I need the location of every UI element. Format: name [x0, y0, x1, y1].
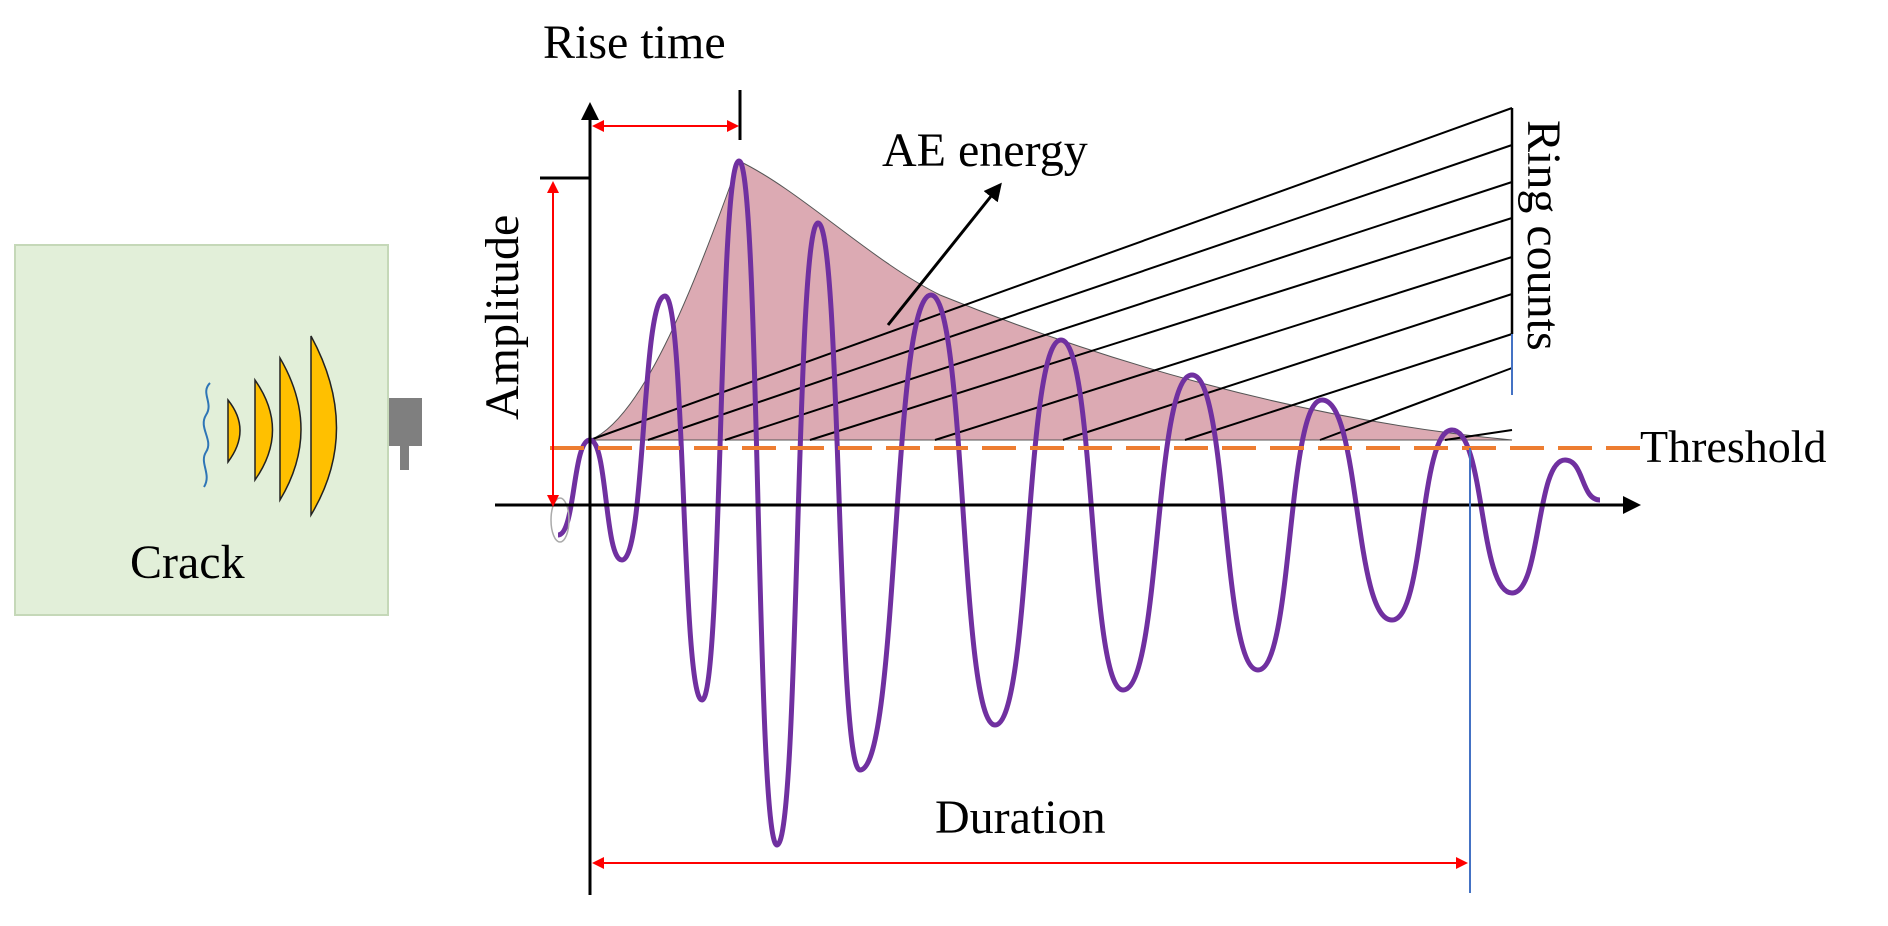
- origin-artifact: [550, 497, 570, 543]
- ring-counts-label: Ring counts: [1517, 120, 1570, 351]
- ae-waveform: [556, 158, 1601, 848]
- wavefront-1: [227, 397, 241, 465]
- ring-count-line: [1319, 367, 1513, 441]
- ring-count-line: [1184, 333, 1513, 441]
- ring-count-line: [1444, 429, 1513, 441]
- ring-count-line: [647, 144, 1513, 441]
- ae-energy-label: AE energy: [882, 124, 1088, 177]
- amplitude-label: Amplitude: [476, 215, 529, 420]
- ring-count-line: [589, 107, 1513, 441]
- wavefront-3: [279, 355, 302, 503]
- duration-label: Duration: [935, 791, 1106, 844]
- ring-count-line: [934, 256, 1513, 441]
- ae-energy-arrow: [886, 182, 1002, 326]
- ring-count-line: [724, 181, 1513, 441]
- specimen-block: Crack: [14, 244, 422, 616]
- ring-count-line: [809, 217, 1513, 441]
- crack-label: Crack: [130, 536, 245, 589]
- crack-line: [202, 382, 211, 488]
- sensor-icon: [389, 398, 422, 470]
- ring-count-line: [1062, 293, 1513, 441]
- wavefront-2: [254, 377, 274, 483]
- threshold-label: Threshold: [1640, 421, 1827, 472]
- wavefront-4: [310, 335, 338, 518]
- wavefronts: [227, 335, 338, 518]
- rise-time-label: Rise time: [543, 16, 726, 69]
- ring-count-lines: [589, 107, 1513, 441]
